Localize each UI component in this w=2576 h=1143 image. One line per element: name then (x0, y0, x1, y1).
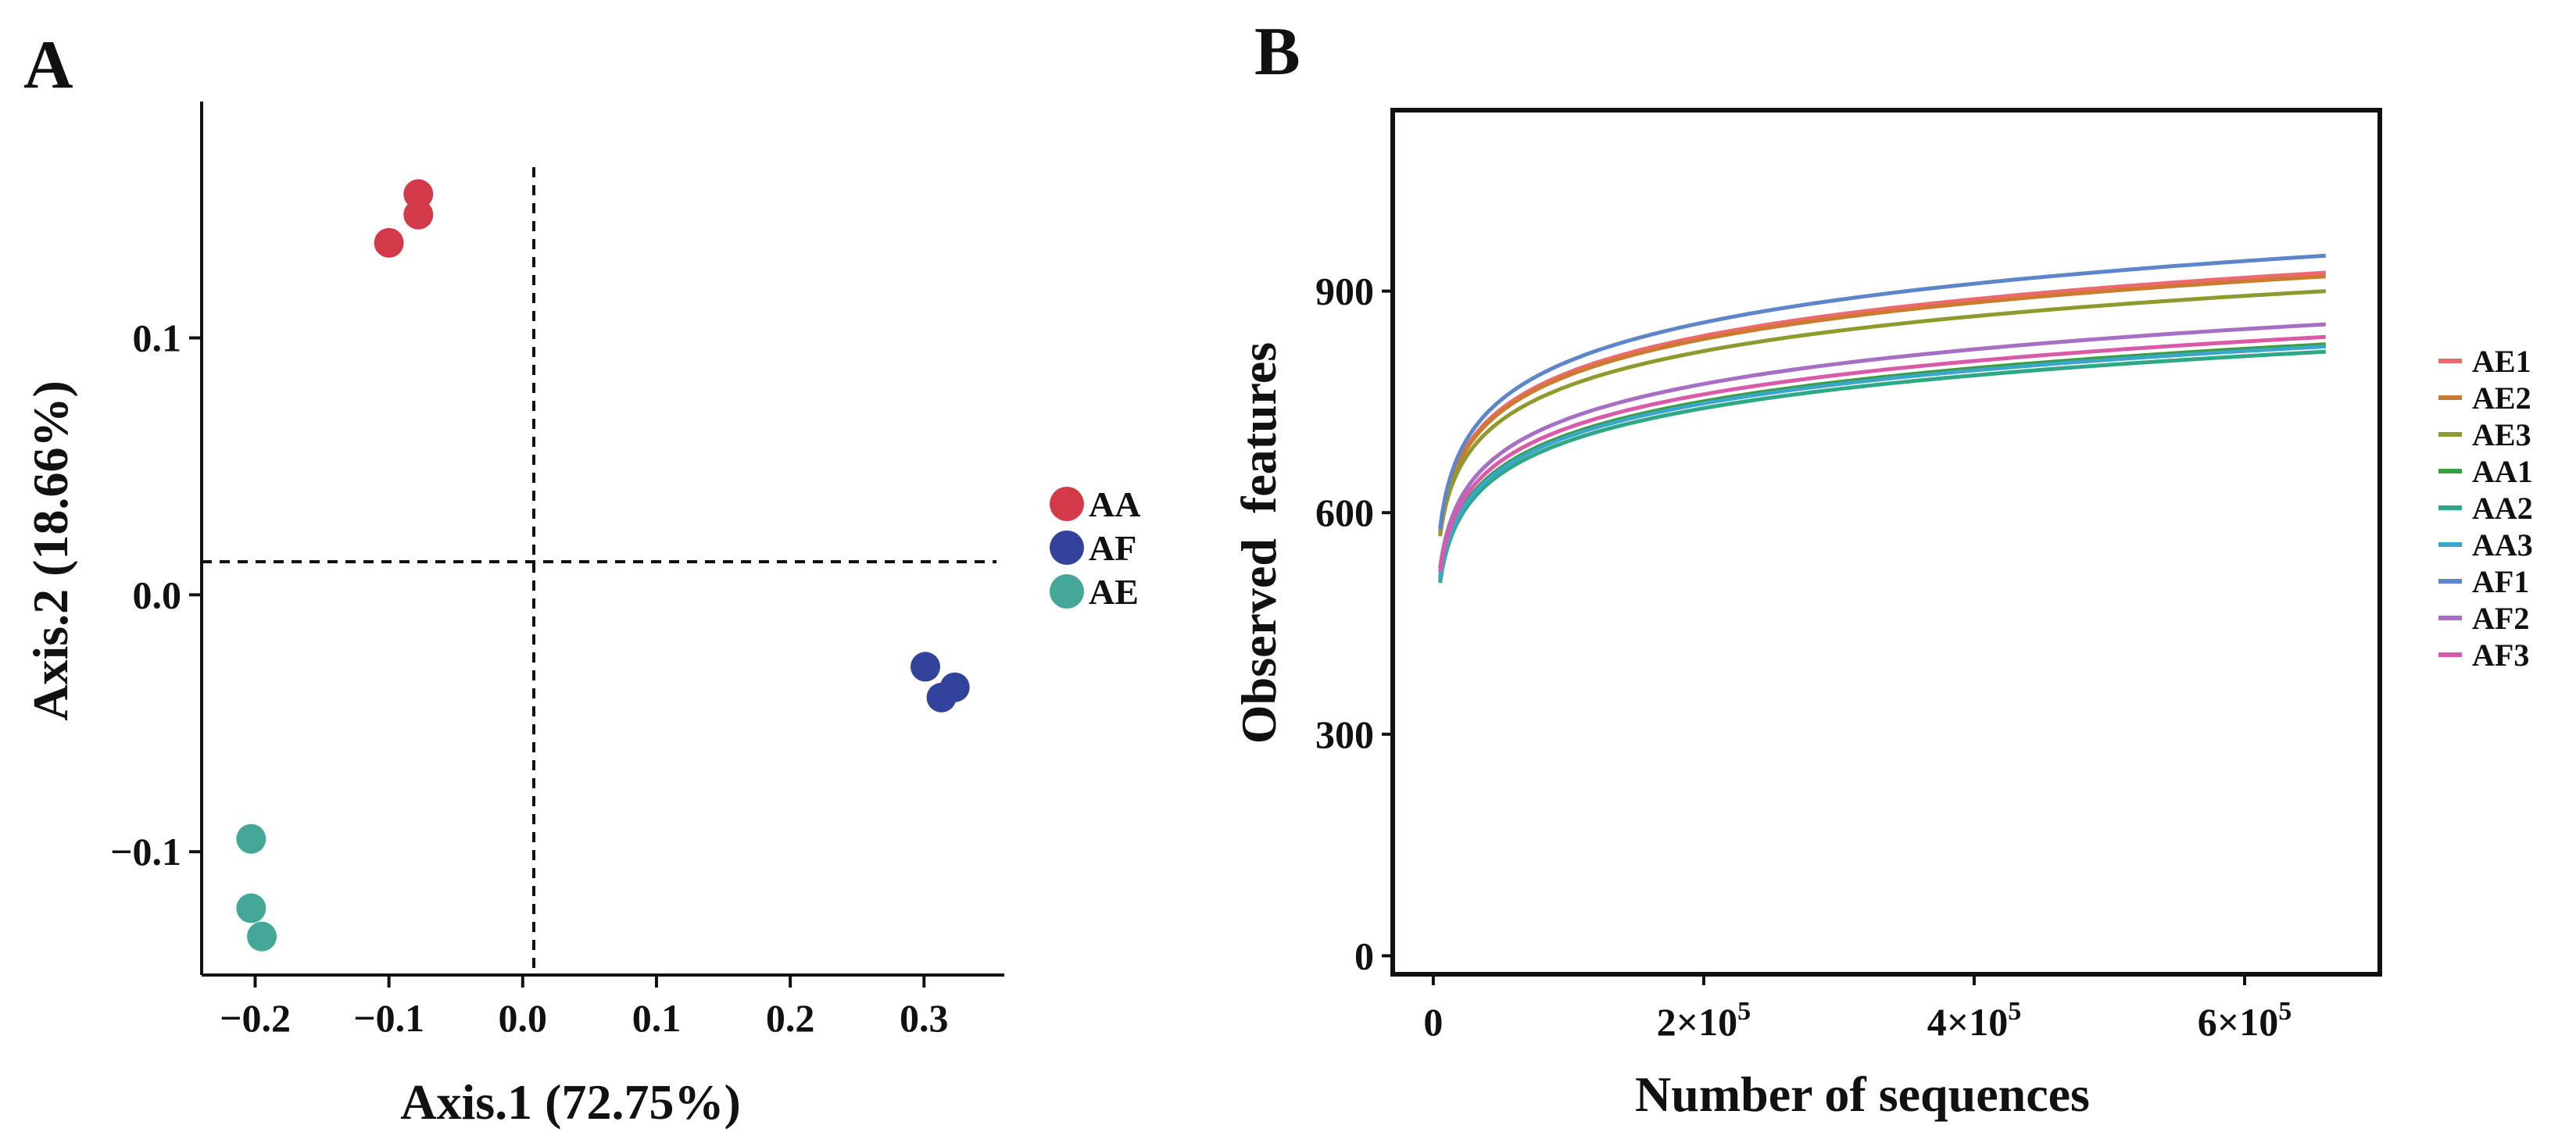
panel-b-y-tick-label: 600 (1315, 491, 1374, 534)
panel-a-legend-label-ae: AE (1089, 572, 1139, 612)
panel-b-line-af3 (1438, 334, 2326, 573)
panel-b-y-tick-label: 300 (1315, 713, 1374, 756)
panel-a-y-tick-label: 0.1 (133, 316, 182, 360)
panel-a-x-tick-label: −0.1 (353, 996, 424, 1040)
panel-b-y-tick-label: 900 (1315, 270, 1374, 313)
panel-a-y-axis-title: Axis.2 (18.66%) (23, 380, 78, 721)
panel-b-letter: B (1254, 14, 1301, 90)
panel-a-point-ae (247, 921, 277, 952)
panel-a-x-tick-label: 0.0 (499, 996, 548, 1040)
panel-a-y-ticks: −0.1 0.0 0.1 (110, 316, 202, 873)
panel-a-x-ticks: −0.2 −0.1 0.0 0.1 0.2 0.3 (220, 975, 949, 1040)
panel-b-y-axis-title: Observed features (1231, 342, 1286, 744)
panel-b-legend-label-af2: AF2 (2472, 601, 2529, 636)
panel-a-legend-label-af: AF (1089, 528, 1136, 568)
panel-b-line-aa3 (1438, 345, 2326, 580)
panel-b-x-axis-title: Number of sequences (1635, 1066, 2090, 1122)
panel-b-plot-frame (1390, 108, 2382, 977)
panel-a-x-tick-label: 0.2 (766, 996, 815, 1040)
panel-b-legend-label-ae1: AE1 (2472, 344, 2531, 379)
panel-a-point-af (911, 652, 941, 682)
panel-b-legend-label-aa1: AA1 (2472, 454, 2533, 489)
panel-a-y-tick-label: 0.0 (133, 573, 182, 616)
panel-a-x-tick-label: −0.2 (220, 996, 291, 1040)
panel-b-legend-label-af3: AF3 (2472, 638, 2529, 673)
panel-b-x-tick-label: 0 (1423, 1000, 1443, 1044)
panel-a-point-ae (236, 893, 267, 923)
panel-b-rarefaction: B 0 300 600 900 0 2×105 4×105 6×105 Number of … (1231, 14, 2533, 1122)
panel-a-x-tick-label: 0.3 (900, 996, 949, 1040)
panel-a-point-af (939, 672, 970, 702)
panel-a-x-tick-label: 0.1 (632, 996, 682, 1040)
panel-b-legend-label-af1: AF1 (2472, 564, 2529, 599)
panel-a-legend-swatch-ae (1050, 574, 1084, 609)
panel-a-y-tick-label: −0.1 (110, 830, 181, 873)
panel-b-series-lines (1438, 253, 2326, 584)
panel-b-legend-label-ae3: AE3 (2472, 417, 2531, 452)
panel-a-points (236, 179, 970, 952)
panel-b-x-tick-label: 6×105 (2198, 997, 2292, 1044)
panel-a-legend-swatch-aa (1050, 487, 1084, 521)
panel-a-legend-swatch-af (1050, 530, 1084, 565)
panel-a-point-aa (403, 199, 434, 230)
panel-b-line-ae3 (1438, 289, 2326, 537)
panel-a-point-aa (403, 179, 434, 209)
panel-a-point-aa (374, 227, 404, 258)
panel-b-x-tick-label: 2×105 (1657, 997, 1751, 1044)
panel-b-legend-label-ae2: AE2 (2472, 380, 2531, 416)
panel-b-y-ticks: 0 300 600 900 (1315, 270, 1393, 977)
panel-b-line-ae2 (1438, 274, 2326, 534)
panel-a-pcoa-scatter: A −0.1 0.0 0.1 −0.2 −0.1 0.0 0.1 0.2 0.3 Axis.1… (23, 27, 1140, 1130)
panel-b-y-tick-label: 0 (1354, 934, 1374, 977)
panel-b-line-af1 (1438, 253, 2326, 530)
panel-b-x-ticks: 0 2×105 4×105 6×105 (1423, 974, 2292, 1044)
panel-b-legend-label-aa3: AA3 (2472, 527, 2533, 563)
panel-a-legend-label-aa: AA (1089, 484, 1140, 524)
panel-a-point-ae (236, 823, 267, 854)
panel-a-letter: A (23, 27, 73, 103)
panel-a-x-axis-title: Axis.1 (72.75%) (400, 1074, 741, 1130)
panel-b-legend-label-aa2: AA2 (2472, 491, 2533, 526)
panel-b-x-tick-label: 4×105 (1927, 997, 2022, 1044)
